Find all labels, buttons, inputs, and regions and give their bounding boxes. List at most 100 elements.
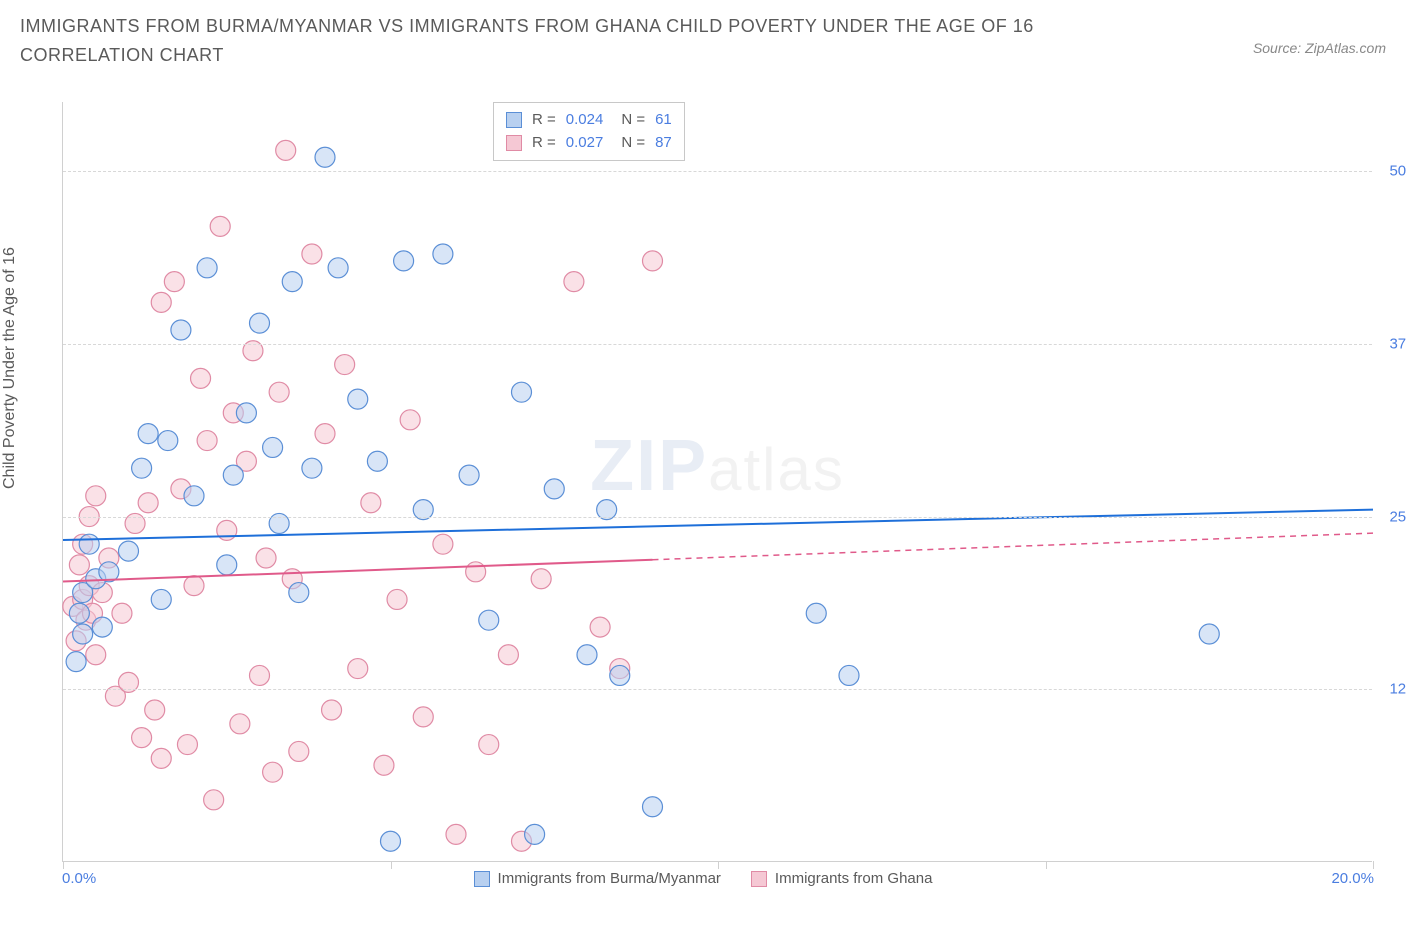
scatter-point [315,424,335,444]
legend-item-1: Immigrants from Burma/Myanmar [474,870,721,887]
scatter-point [381,831,401,851]
scatter-point [1199,624,1219,644]
scatter-point [269,382,289,402]
x-tick [1046,861,1047,869]
scatter-point [66,652,86,672]
bottom-legend: Immigrants from Burma/Myanmar Immigrants… [0,870,1406,887]
stats-row-1: R = 0.024 N = 61 [506,109,672,132]
scatter-point [302,458,322,478]
scatter-point [164,272,184,292]
scatter-point [367,451,387,471]
scatter-point [433,534,453,554]
scatter-point [132,728,152,748]
scatter-point [590,617,610,637]
scatter-point [498,645,518,665]
scatter-point [86,645,106,665]
scatter-point [413,707,433,727]
scatter-point [610,665,630,685]
scatter-point [79,534,99,554]
scatter-point [204,790,224,810]
trendline-dashed [653,533,1374,560]
scatter-point [525,824,545,844]
scatter-point [86,486,106,506]
gridline [63,344,1372,345]
scatter-point [263,437,283,457]
scatter-point [250,313,270,333]
scatter-point [302,244,322,264]
gridline [63,689,1372,690]
scatter-point [276,140,296,160]
gridline [63,517,1372,518]
scatter-point [374,755,394,775]
scatter-point [69,555,89,575]
scatter-point [177,735,197,755]
scatter-point [197,431,217,451]
x-tick [718,861,719,869]
scatter-point [315,147,335,167]
scatter-point [217,555,237,575]
scatter-point [544,479,564,499]
scatter-point [348,659,368,679]
scatter-point [446,824,466,844]
scatter-point [184,486,204,506]
y-tick-label: 50.0% [1377,163,1406,180]
x-tick [391,861,392,869]
scatter-point [466,562,486,582]
chart-title: IMMIGRANTS FROM BURMA/MYANMAR VS IMMIGRA… [20,12,1120,70]
scatter-point [69,603,89,623]
x-tick [1373,861,1374,869]
scatter-point [289,583,309,603]
scatter-point [839,665,859,685]
chart-plot-area: ZIPatlas R = 0.024 N = 61 R = 0.027 N = … [62,102,1372,862]
trendline-solid [63,560,653,582]
scatter-point [197,258,217,278]
scatter-point [158,431,178,451]
scatter-point [322,700,342,720]
scatter-point [643,797,663,817]
scatter-point [230,714,250,734]
scatter-point [191,368,211,388]
y-tick-label: 12.5% [1377,681,1406,698]
scatter-point [806,603,826,623]
scatter-point [512,382,532,402]
scatter-point [361,493,381,513]
scatter-point [394,251,414,271]
scatter-point [151,589,171,609]
scatter-point [256,548,276,568]
stats-row-2: R = 0.027 N = 87 [506,132,672,155]
scatter-point [223,465,243,485]
scatter-point [145,700,165,720]
scatter-point [531,569,551,589]
scatter-point [236,403,256,423]
scatter-point [132,458,152,478]
scatter-point [335,355,355,375]
gridline [63,171,1372,172]
scatter-plot-svg [63,102,1372,861]
scatter-point [328,258,348,278]
scatter-point [459,465,479,485]
scatter-point [184,576,204,596]
source-attribution: Source: ZipAtlas.com [1253,40,1386,56]
legend-item-2: Immigrants from Ghana [751,870,933,887]
scatter-point [282,272,302,292]
scatter-point [348,389,368,409]
scatter-point [643,251,663,271]
y-axis-title: Child Poverty Under the Age of 16 [1,247,19,489]
scatter-point [119,541,139,561]
x-tick [63,861,64,869]
trendline-solid [63,510,1373,540]
scatter-point [564,272,584,292]
scatter-point [210,216,230,236]
scatter-point [479,735,499,755]
scatter-point [92,617,112,637]
y-tick-label: 37.5% [1377,335,1406,352]
y-tick-label: 25.0% [1377,508,1406,525]
scatter-point [400,410,420,430]
scatter-point [138,493,158,513]
scatter-point [138,424,158,444]
scatter-point [151,292,171,312]
scatter-point [250,665,270,685]
scatter-point [479,610,499,630]
scatter-point [151,748,171,768]
scatter-point [289,741,309,761]
